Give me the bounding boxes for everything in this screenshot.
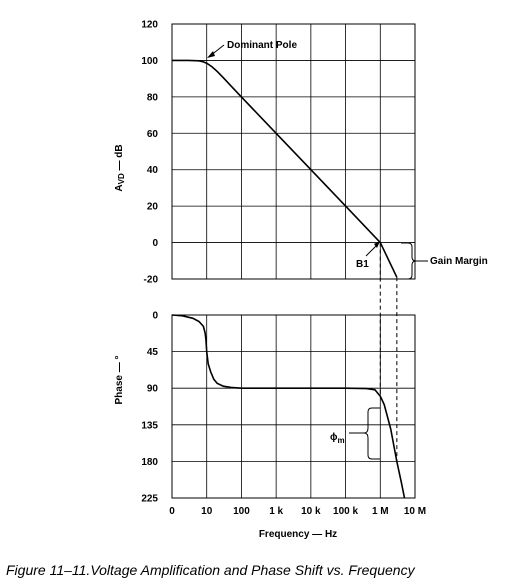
x-tick-label: 10 M [404,506,426,517]
x-tick-label: 1 M [372,506,389,517]
gain-y-tick-label: 60 [147,129,159,140]
gain-y-tick-label: -20 [144,275,159,286]
dominant-pole-label: Dominant Pole [227,40,297,51]
dominant-pole-arrowhead [207,51,215,58]
phase-y-ticks: 0 45 90 135 180 225 [141,311,158,505]
x-tick-label: 100 [233,506,250,517]
gain-grid [171,23,416,280]
guide-lines [379,242,398,462]
gain-y-tick-label: 120 [141,20,158,31]
phase-margin-bracket [363,407,380,460]
x-tick-label: 10 [201,506,213,517]
x-axis-title: Frequency — Hz [259,529,337,540]
phase-y-tick-label: 225 [141,494,158,505]
gain-y-tick-label: 40 [147,165,159,176]
phase-y-tick-label: 90 [147,384,159,395]
phase-panel-frame [171,314,416,499]
gain-y-tick-label: 80 [147,92,159,103]
phase-series-line [171,314,406,499]
gain-margin-label: Gain Margin [430,256,488,267]
x-tick-label: 100 k [333,506,358,517]
phase-grid [171,314,416,499]
gain-series-line [172,59,398,278]
x-tick-label: 10 k [301,506,321,517]
b1-arrow [365,244,378,257]
phase-y-tick-label: 135 [141,420,158,431]
b1-label: B1 [356,259,369,270]
gain-y-tick-label: 20 [147,202,159,213]
gain-y-ticks: 120 100 80 60 40 20 0 -20 [141,20,158,286]
b1-arrowhead [374,241,380,248]
figure-caption: Figure 11–11.Voltage Amplification and P… [6,562,415,578]
phase-y-tick-label: 0 [152,311,158,322]
phase-y-tick-label: 45 [147,347,159,358]
x-tick-label: 1 k [269,506,283,517]
x-ticks: 0 10 100 1 k 10 k 100 k 1 M 10 M [169,506,426,517]
gain-margin-bracket [401,242,417,280]
gain-y-tick-label: 100 [141,56,158,67]
x-tick-label: 0 [169,506,175,517]
phase-y-tick-label: 180 [141,457,158,468]
gain-y-tick-label: 0 [152,238,158,249]
gain-y-axis-title: AVD — dB [114,144,126,191]
phase-y-axis-title: Phase — ° [114,355,125,404]
phase-margin-label: ϕm [330,432,345,445]
